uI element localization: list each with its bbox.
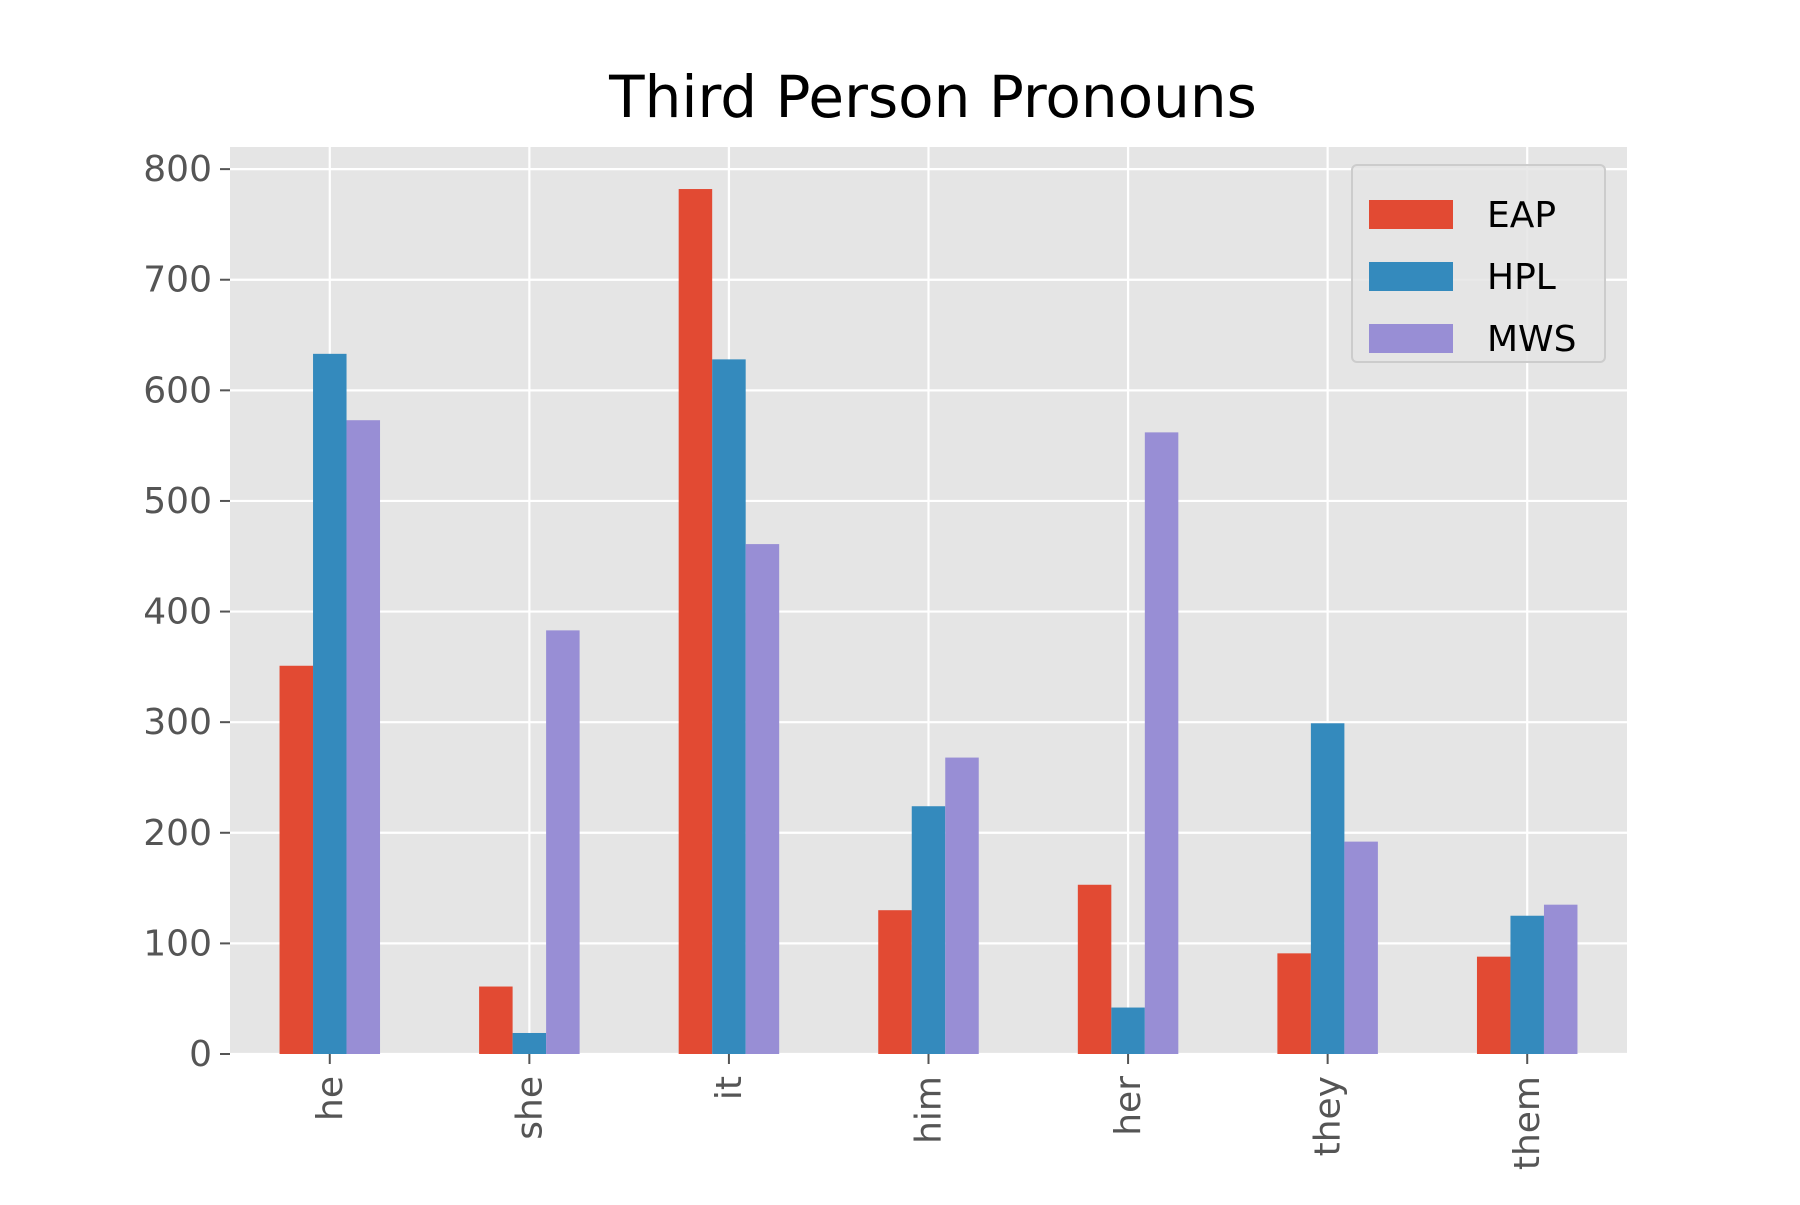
legend: EAP HPL MWS bbox=[1351, 164, 1606, 363]
y-tick-label: 800 bbox=[143, 149, 212, 190]
bar-mws-she bbox=[546, 630, 580, 1054]
bar-eap-her bbox=[1077, 884, 1112, 1054]
bar-hpl-them bbox=[1510, 915, 1544, 1054]
x-tick-label: she bbox=[509, 1076, 550, 1140]
y-tick-label: 500 bbox=[143, 481, 212, 522]
bar-eap-him bbox=[878, 910, 912, 1054]
bar-hpl-it bbox=[712, 359, 746, 1054]
legend-swatch-eap bbox=[1369, 200, 1453, 229]
legend-label-eap: EAP bbox=[1487, 195, 1556, 236]
x-tick-label: her bbox=[1108, 1076, 1149, 1136]
y-tick-label: 100 bbox=[143, 923, 212, 964]
y-tick-label: 400 bbox=[143, 592, 212, 633]
legend-label-hpl: HPL bbox=[1487, 257, 1556, 298]
x-tick-label: him bbox=[909, 1076, 950, 1144]
x-tick-label: he bbox=[310, 1076, 351, 1121]
bar-hpl-she bbox=[512, 1032, 547, 1054]
y-tick-label: 600 bbox=[143, 370, 212, 411]
bar-mws-them bbox=[1543, 904, 1578, 1054]
bar-hpl-her bbox=[1111, 1007, 1145, 1054]
legend-label-mws: MWS bbox=[1487, 319, 1577, 360]
x-tick-label: it bbox=[709, 1076, 750, 1100]
bar-mws-he bbox=[346, 420, 381, 1055]
y-tick-label: 700 bbox=[143, 260, 212, 301]
bar-eap-it bbox=[678, 189, 713, 1054]
bar-eap-they bbox=[1277, 953, 1311, 1054]
axes: 0 100 200 300 400 500 600 700 800 he she it him her th… bbox=[143, 149, 1548, 1170]
bar-mws-her bbox=[1144, 432, 1179, 1054]
x-tick-label: them bbox=[1507, 1076, 1548, 1170]
bars bbox=[279, 189, 1578, 1055]
bar-mws-him bbox=[945, 757, 979, 1054]
y-tick-label: 300 bbox=[143, 702, 212, 743]
bar-mws-they bbox=[1344, 841, 1378, 1054]
y-tick-label: 0 bbox=[189, 1034, 212, 1075]
y-tick-label: 200 bbox=[143, 813, 212, 854]
bar-hpl-him bbox=[911, 806, 946, 1054]
bar-hpl-they bbox=[1310, 723, 1345, 1054]
bar-eap-them bbox=[1476, 956, 1511, 1054]
bar-eap-he bbox=[279, 665, 314, 1054]
legend-swatch-hpl bbox=[1369, 262, 1453, 291]
bar-hpl-he bbox=[313, 353, 347, 1055]
bar-mws-it bbox=[745, 544, 780, 1054]
bar-eap-she bbox=[479, 986, 513, 1054]
legend-swatch-mws bbox=[1369, 324, 1453, 353]
x-tick-label: they bbox=[1308, 1076, 1349, 1156]
chart-title: Third Person Pronouns bbox=[608, 63, 1257, 131]
